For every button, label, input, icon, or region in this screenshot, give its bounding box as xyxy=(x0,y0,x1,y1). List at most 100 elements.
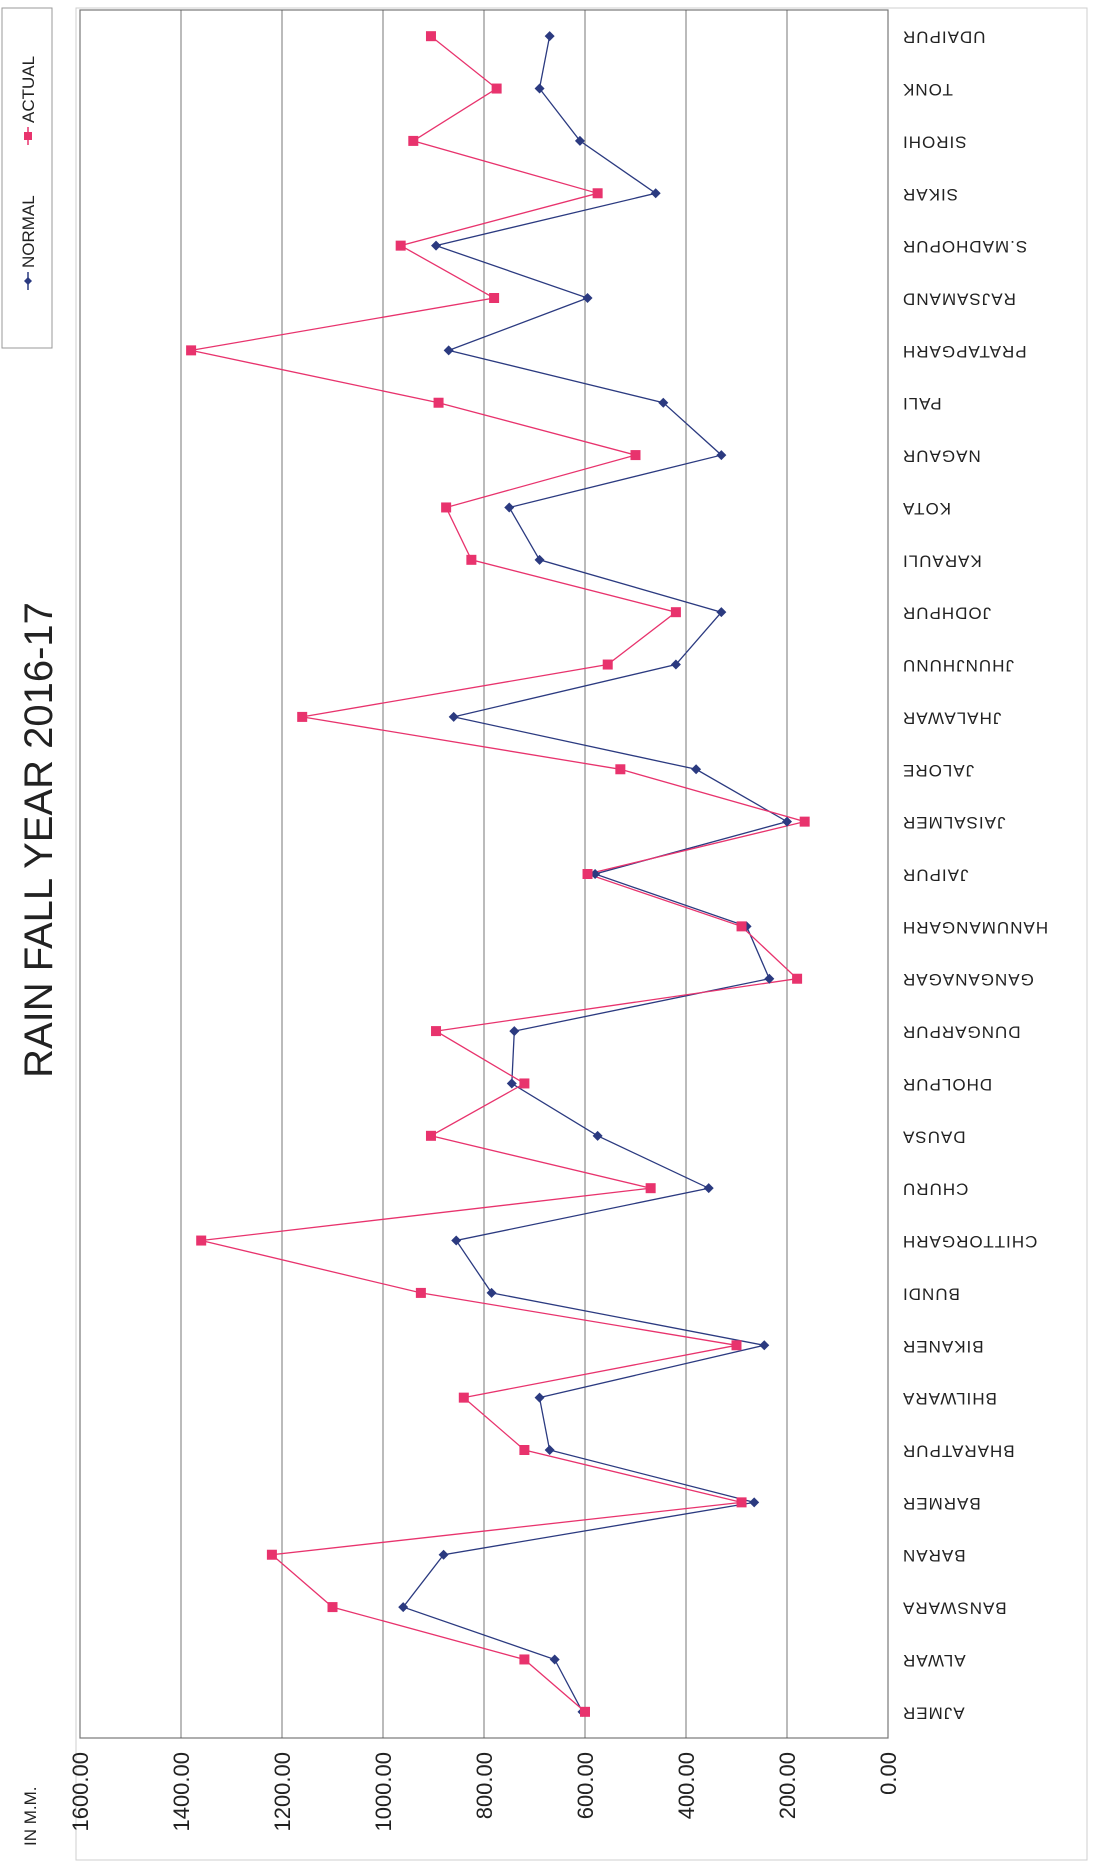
point-normal xyxy=(549,1654,560,1665)
point-actual xyxy=(615,764,626,775)
point-actual xyxy=(186,345,197,356)
category-label: CHURU xyxy=(902,1180,968,1199)
category-label: BIKANER xyxy=(902,1337,984,1356)
point-actual xyxy=(645,1183,656,1194)
category-label: BANSWARA xyxy=(902,1599,1007,1618)
category-label: JAISALMER xyxy=(902,813,1005,832)
point-actual xyxy=(519,1654,530,1665)
legend-entry-normal: NORMAL xyxy=(19,195,38,290)
point-actual xyxy=(266,1549,277,1560)
category-label: UDAIPUR xyxy=(902,28,986,47)
point-normal xyxy=(574,135,585,146)
point-actual xyxy=(458,1392,469,1403)
category-label: CHITTORGARH xyxy=(902,1232,1037,1251)
category-label: DAUSA xyxy=(902,1127,966,1146)
point-actual xyxy=(519,1078,530,1089)
legend-entry-actual: ACTUAL xyxy=(19,56,38,145)
category-label: HANUMANGARH xyxy=(902,918,1048,937)
point-actual xyxy=(519,1445,530,1455)
point-normal xyxy=(438,1549,449,1560)
category-label: KOTA xyxy=(902,499,951,518)
y-tick-label: 1000.00 xyxy=(371,1752,396,1832)
data-markers xyxy=(186,31,810,1717)
point-normal xyxy=(670,659,681,670)
y-tick-label: 1400.00 xyxy=(169,1752,194,1832)
point-normal xyxy=(504,502,515,513)
point-actual xyxy=(408,135,419,146)
point-actual xyxy=(327,1602,338,1613)
category-label: KARAULI xyxy=(902,551,982,570)
point-normal xyxy=(691,764,702,775)
y-tick-label: 800.00 xyxy=(472,1752,497,1819)
point-actual xyxy=(425,31,436,42)
point-normal xyxy=(650,188,661,199)
point-normal xyxy=(506,1078,517,1089)
category-label: SIROHI xyxy=(902,132,967,151)
category-label: BUNDI xyxy=(902,1284,960,1303)
category-label: S.MADHOPUR xyxy=(902,237,1027,256)
point-normal xyxy=(716,450,727,461)
point-normal xyxy=(534,554,545,565)
category-label: DHOLPUR xyxy=(902,1075,992,1094)
category-label: NAGAUR xyxy=(902,447,981,466)
point-actual xyxy=(431,1026,442,1037)
point-normal xyxy=(703,1183,714,1194)
category-label: PRATAPGARH xyxy=(902,342,1027,361)
point-normal xyxy=(443,345,454,356)
category-label: DUNGARPUR xyxy=(902,1023,1021,1042)
point-normal xyxy=(486,1287,497,1298)
point-actual xyxy=(395,240,406,251)
point-actual xyxy=(630,450,641,461)
point-normal xyxy=(544,1445,555,1455)
category-label: JODHPUR xyxy=(902,604,991,623)
point-actual xyxy=(297,711,308,722)
point-normal xyxy=(509,1026,520,1037)
point-actual xyxy=(792,973,803,984)
category-label: AJMER xyxy=(902,1703,965,1722)
point-normal xyxy=(582,293,593,303)
category-label: PALI xyxy=(902,394,942,413)
unit-label: IN M.M. xyxy=(21,1787,40,1847)
legend-label-normal: NORMAL xyxy=(19,195,38,268)
point-normal xyxy=(749,1497,760,1508)
category-labels: AJMER ALWAR BANSWARA BARAN BARMER BHARATPUR BH… xyxy=(902,28,1048,1723)
point-actual xyxy=(425,1130,436,1141)
point-normal xyxy=(451,1235,462,1246)
category-label: BARMER xyxy=(902,1494,981,1513)
point-normal xyxy=(759,1340,770,1351)
legend-marker-normal xyxy=(24,277,32,285)
point-actual xyxy=(433,397,444,408)
point-normal xyxy=(398,1602,409,1613)
point-actual xyxy=(196,1235,207,1246)
category-label: JHUNJHUNU xyxy=(902,656,1014,675)
legend-box xyxy=(1,7,53,349)
value-axis-ticks: 0.00 200.00 400.00 600.00 800.00 1000.00 1200.… xyxy=(68,1752,901,1832)
point-normal xyxy=(448,711,459,722)
category-label: GANGANAGAR xyxy=(902,970,1034,989)
category-label: JAIPUR xyxy=(902,866,968,885)
category-label: BARAN xyxy=(902,1546,966,1565)
y-tick-label: 0.00 xyxy=(876,1752,901,1795)
category-label: BHARATPUR xyxy=(902,1442,1015,1461)
point-actual xyxy=(466,554,477,565)
point-normal xyxy=(534,83,545,94)
point-normal xyxy=(658,397,669,408)
point-actual xyxy=(592,188,603,199)
point-actual xyxy=(582,869,593,879)
point-actual xyxy=(415,1287,426,1298)
point-normal xyxy=(764,973,775,984)
point-normal xyxy=(544,31,555,42)
y-tick-label: 1600.00 xyxy=(68,1752,93,1832)
point-actual xyxy=(441,502,452,513)
point-normal xyxy=(590,869,601,879)
point-actual xyxy=(736,1497,747,1508)
legend: NORMAL ACTUAL xyxy=(1,7,53,349)
category-label: JALORE xyxy=(902,761,974,780)
point-normal xyxy=(431,240,442,251)
outer-frame xyxy=(75,7,1088,1861)
point-normal xyxy=(782,816,792,827)
category-label: ALWAR xyxy=(902,1651,966,1670)
category-label: SIKAR xyxy=(902,185,958,204)
category-label: JHALAWAR xyxy=(902,708,1001,727)
